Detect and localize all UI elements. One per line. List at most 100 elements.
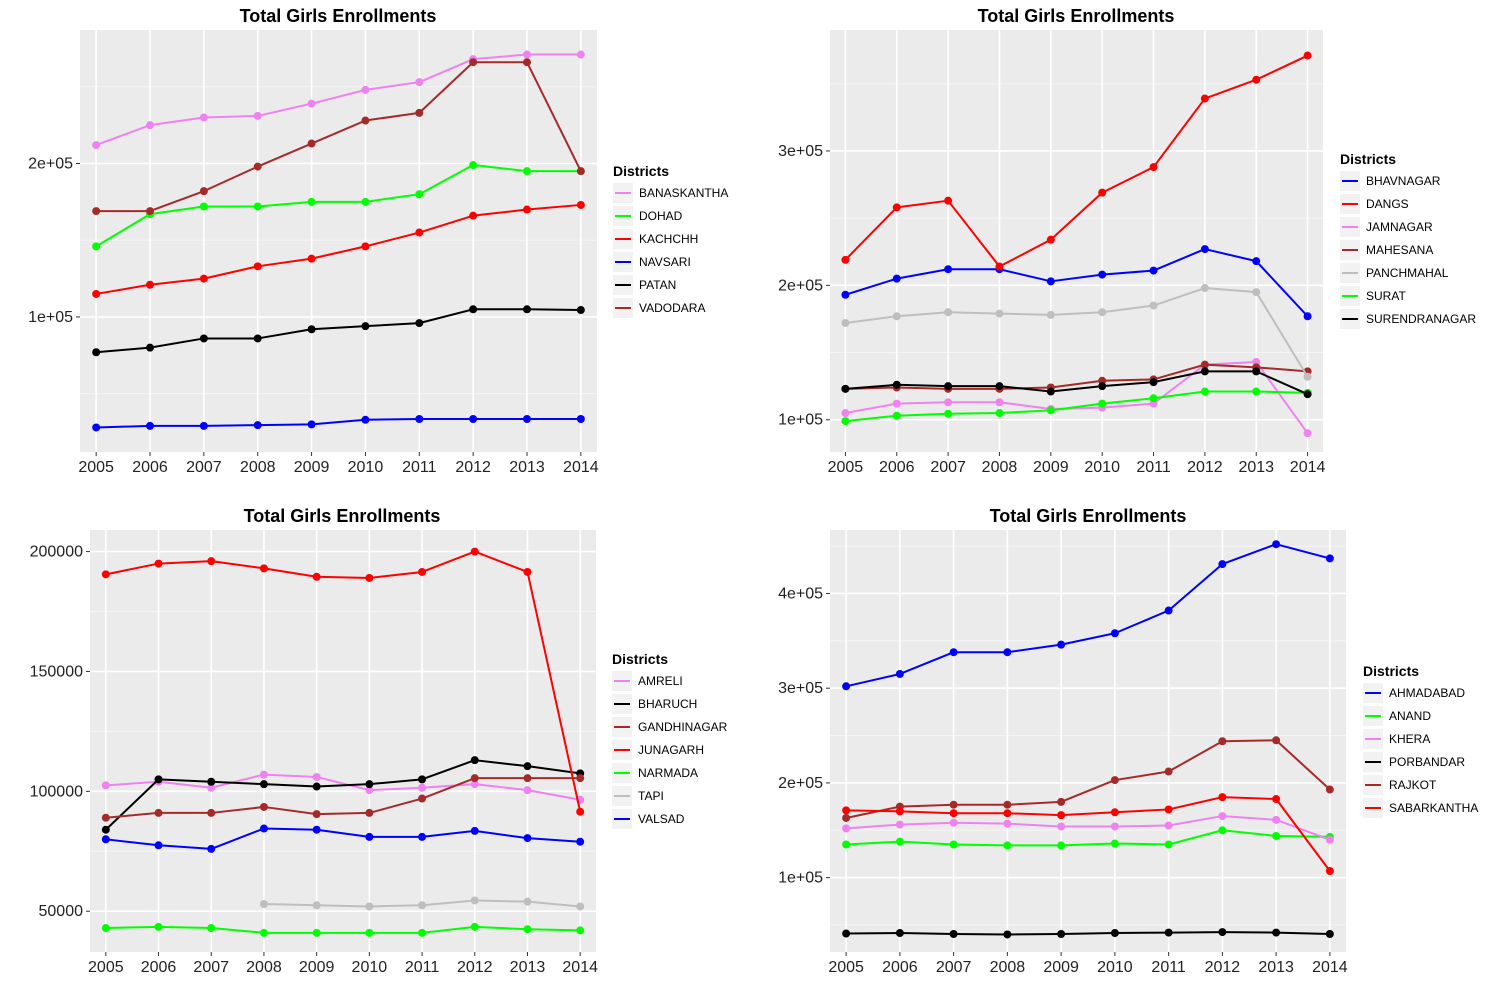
data-point [1200, 387, 1209, 396]
data-point [1110, 776, 1119, 785]
legend-label: BHARUCH [638, 697, 697, 711]
data-point [92, 423, 101, 432]
data-point [312, 782, 321, 791]
data-point [1003, 648, 1012, 657]
legend-item: MAHESANA [1340, 240, 1433, 260]
legend-item: AHMADABAD [1363, 683, 1465, 703]
x-tick-label: 2007 [186, 459, 222, 476]
data-point [522, 205, 531, 214]
data-point [418, 901, 427, 910]
data-point [1218, 812, 1227, 821]
data-point [842, 840, 851, 849]
data-point [1218, 928, 1227, 937]
x-tick-label: 2011 [1136, 459, 1171, 476]
data-point [842, 813, 851, 822]
data-point [895, 929, 904, 938]
data-point [307, 99, 316, 108]
data-point [312, 772, 321, 781]
data-point [1252, 367, 1261, 376]
data-point [841, 417, 850, 426]
y-tick-label: 3e+05 [778, 680, 823, 697]
data-point [995, 382, 1004, 391]
data-point [523, 762, 532, 771]
data-point [522, 50, 531, 59]
data-point [995, 409, 1004, 418]
series-bharuch [101, 756, 585, 834]
x-tick-label: 2008 [240, 459, 276, 476]
data-point [365, 832, 374, 841]
data-point [576, 167, 585, 176]
series-line [846, 815, 1331, 841]
x-tick-label: 2012 [1205, 959, 1241, 976]
data-point [1303, 312, 1312, 321]
series-kachchh [92, 200, 585, 298]
data-point [415, 190, 424, 199]
data-point [949, 840, 958, 849]
data-point [146, 280, 155, 289]
data-point [1252, 387, 1261, 396]
legend-label: JAMNAGAR [1366, 220, 1433, 234]
series-line [845, 543, 1331, 688]
data-point [949, 800, 958, 809]
series-ahmadabad [842, 540, 1334, 691]
data-point [146, 207, 155, 216]
data-point [1149, 301, 1158, 310]
data-point [1046, 387, 1055, 396]
data-point [576, 926, 585, 935]
data-point [418, 794, 427, 803]
data-point [415, 78, 424, 87]
series-porbandar [842, 928, 1334, 939]
data-point [101, 570, 110, 579]
data-point [944, 398, 953, 407]
data-point [1303, 372, 1312, 381]
data-point [1218, 560, 1227, 569]
legend-label: AMRELI [638, 674, 683, 688]
data-point [1325, 835, 1334, 844]
legend-item: BHAVNAGAR [1340, 171, 1441, 191]
data-point [1272, 928, 1281, 937]
data-point [1057, 640, 1066, 649]
data-point [199, 274, 208, 283]
series-patan [92, 305, 585, 357]
data-point [1057, 930, 1066, 939]
x-tick-label: 2008 [246, 959, 282, 976]
data-point [312, 901, 321, 910]
data-point [307, 197, 316, 206]
data-point [307, 254, 316, 263]
legend-title: Districts [613, 163, 669, 179]
data-point [841, 318, 850, 327]
legend-item: RAJKOT [1363, 775, 1437, 795]
data-point [312, 810, 321, 819]
data-point [1200, 245, 1209, 254]
data-point [1164, 840, 1173, 849]
legend-title: Districts [612, 651, 668, 667]
data-point [259, 900, 268, 909]
series-line [845, 739, 1331, 819]
data-point [1046, 406, 1055, 415]
data-point [418, 783, 427, 792]
data-point [523, 567, 532, 576]
legend-item: VALSAD [612, 809, 685, 829]
x-tick-label: 2014 [1312, 959, 1348, 976]
plot-background [830, 30, 1323, 452]
data-point [146, 421, 155, 430]
x-tick-label: 2006 [141, 959, 177, 976]
data-point [944, 265, 953, 274]
x-tick-label: 2009 [294, 459, 330, 476]
x-tick-label: 2005 [828, 959, 864, 976]
y-tick-label: 200000 [30, 544, 83, 561]
x-tick-label: 2005 [88, 959, 124, 976]
data-point [470, 547, 479, 556]
data-point [312, 825, 321, 834]
legend-title: Districts [1363, 663, 1419, 679]
data-point [1110, 822, 1119, 831]
data-point [841, 384, 850, 393]
data-point [259, 928, 268, 937]
data-point [415, 319, 424, 328]
legend-label: PANCHMAHAL [1366, 266, 1449, 280]
data-point [361, 322, 370, 331]
data-point [418, 567, 427, 576]
data-point [944, 382, 953, 391]
legend-item: NARMADA [612, 763, 698, 783]
